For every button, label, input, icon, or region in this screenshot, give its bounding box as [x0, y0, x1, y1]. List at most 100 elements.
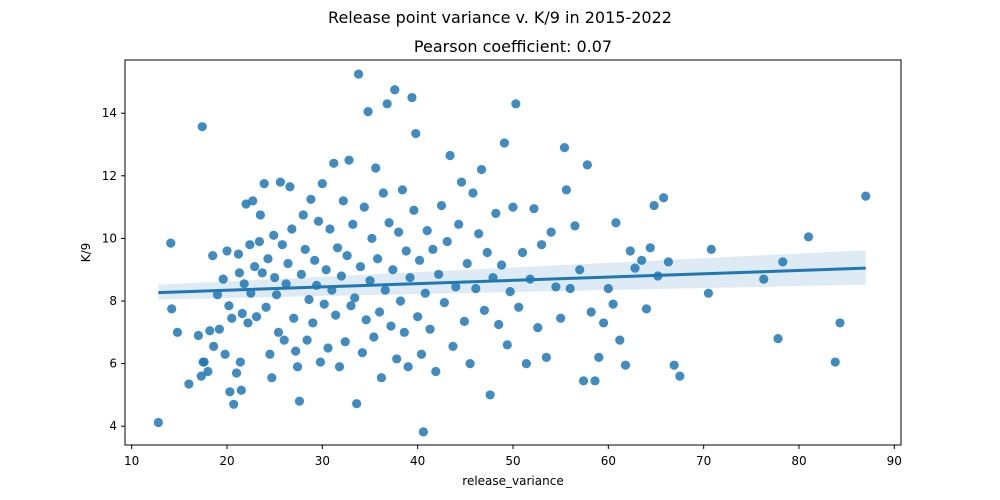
- data-point: [255, 210, 265, 220]
- data-point: [570, 221, 580, 231]
- data-point: [166, 238, 176, 248]
- data-point: [239, 279, 249, 289]
- data-point: [405, 272, 415, 283]
- data-point: [541, 352, 551, 362]
- data-point: [365, 276, 375, 286]
- data-point: [308, 318, 318, 328]
- data-point: [208, 251, 218, 261]
- data-point: [397, 185, 408, 195]
- data-point: [281, 279, 291, 289]
- x-tick-label: 80: [791, 454, 806, 468]
- data-point: [300, 244, 310, 254]
- data-point: [536, 240, 547, 250]
- data-point: [382, 99, 392, 109]
- y-axis: 4 6 8 10 12 14: [102, 106, 125, 433]
- data-point: [529, 204, 539, 214]
- data-point: [575, 265, 585, 275]
- data-point: [546, 227, 556, 237]
- data-point: [422, 225, 432, 236]
- x-axis-label: release_variance: [462, 474, 563, 488]
- data-point: [514, 302, 524, 312]
- data-point: [615, 335, 625, 345]
- data-point: [508, 202, 518, 212]
- y-tick-label: 4: [109, 419, 117, 433]
- data-point: [231, 368, 242, 378]
- data-point: [803, 232, 814, 242]
- data-point: [778, 257, 788, 267]
- data-point: [237, 308, 247, 319]
- data-point: [416, 349, 427, 359]
- data-point: [352, 399, 362, 409]
- data-point: [471, 283, 481, 294]
- data-point: [703, 288, 714, 298]
- data-point: [390, 85, 400, 95]
- data-point: [236, 385, 246, 395]
- data-point: [401, 246, 411, 256]
- data-point: [465, 359, 475, 369]
- y-tick-label: 14: [102, 106, 117, 120]
- data-point: [456, 177, 467, 187]
- data-point: [418, 427, 428, 437]
- data-point: [373, 254, 383, 264]
- data-point: [468, 188, 478, 198]
- data-point: [167, 304, 177, 314]
- data-point: [319, 299, 329, 309]
- data-point: [193, 330, 204, 341]
- x-tick-label: 90: [887, 454, 902, 468]
- data-point: [436, 200, 447, 211]
- y-tick-label: 12: [102, 169, 117, 183]
- data-point: [448, 341, 458, 352]
- data-point: [233, 249, 244, 259]
- data-point: [336, 271, 347, 281]
- data-point: [380, 285, 390, 295]
- data-point: [428, 244, 438, 254]
- data-point: [434, 269, 444, 280]
- data-point: [254, 236, 265, 247]
- data-point: [485, 390, 495, 400]
- regression-line: [158, 266, 866, 295]
- data-point: [218, 274, 228, 284]
- data-point: [565, 283, 575, 294]
- data-point: [359, 202, 369, 212]
- data-point: [413, 312, 423, 322]
- data-point: [533, 323, 543, 333]
- data-point: [378, 188, 388, 198]
- data-point: [357, 348, 367, 358]
- data-point: [403, 362, 413, 372]
- data-point: [315, 357, 326, 367]
- data-point: [227, 313, 237, 323]
- data-point: [476, 164, 487, 175]
- data-point: [285, 182, 295, 192]
- x-tick-label: 50: [505, 454, 520, 468]
- data-point: [153, 417, 163, 428]
- data-point: [369, 332, 379, 342]
- data-point: [835, 318, 845, 328]
- data-point: [409, 205, 419, 215]
- data-point: [590, 376, 600, 386]
- data-point: [399, 327, 409, 337]
- data-point: [773, 333, 783, 344]
- data-point: [386, 321, 396, 331]
- data-point: [329, 158, 339, 168]
- data-point: [344, 155, 354, 165]
- data-point: [275, 177, 285, 187]
- data-point: [620, 360, 631, 370]
- data-point: [313, 216, 324, 226]
- data-point: [559, 143, 570, 153]
- data-point: [184, 379, 194, 389]
- data-point: [229, 399, 239, 409]
- data-point: [411, 128, 421, 139]
- data-point: [245, 240, 255, 250]
- data-point: [340, 337, 350, 347]
- data-point: [224, 301, 234, 311]
- data-point: [214, 324, 224, 334]
- data-point: [199, 357, 209, 367]
- data-point: [491, 208, 501, 218]
- data-point: [462, 258, 472, 269]
- data-point: [645, 243, 655, 253]
- data-point: [414, 255, 425, 265]
- data-point: [338, 196, 348, 206]
- data-point: [342, 251, 352, 261]
- data-point: [649, 200, 659, 211]
- data-point: [346, 301, 356, 311]
